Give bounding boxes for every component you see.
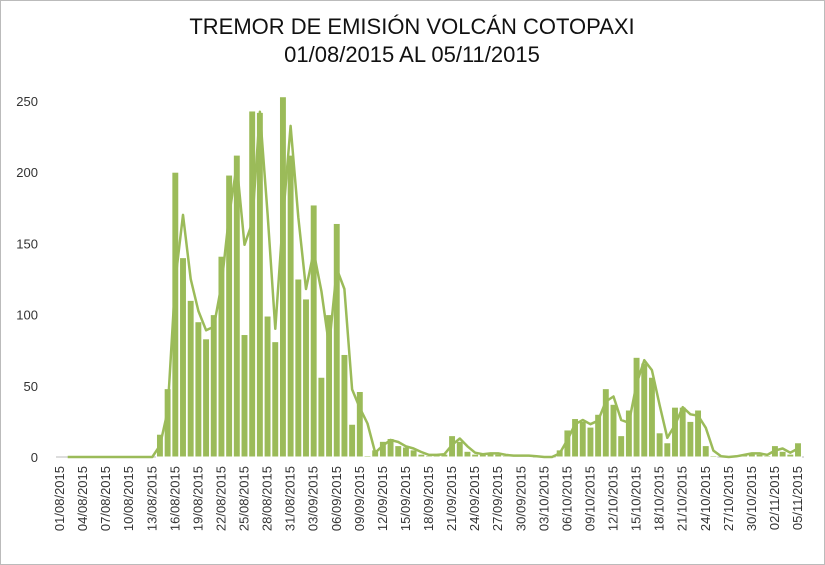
x-tick-label: 09/09/2015 xyxy=(352,466,367,531)
x-tick-label: 19/08/2015 xyxy=(190,466,205,531)
x-tick-label: 15/10/2015 xyxy=(629,466,644,531)
bar xyxy=(317,376,326,458)
x-tick-label: 15/09/2015 xyxy=(398,466,413,531)
bar xyxy=(601,388,610,458)
bar xyxy=(786,453,795,458)
x-tick-label: 21/09/2015 xyxy=(444,466,459,531)
bar xyxy=(217,255,226,458)
x-tick-label: 07/08/2015 xyxy=(98,466,113,531)
bar xyxy=(463,450,472,458)
bar xyxy=(694,409,703,458)
y-tick-label: 250 xyxy=(16,94,38,109)
x-tick-label: 02/11/2015 xyxy=(767,466,782,530)
bar xyxy=(778,450,787,458)
chart-subtitle: 01/08/2015 AL 05/11/2015 xyxy=(284,42,540,67)
x-tick-label: 06/09/2015 xyxy=(329,466,344,531)
x-tick-label: 10/08/2015 xyxy=(121,466,136,531)
bar xyxy=(609,403,618,458)
bar xyxy=(655,432,664,458)
bar xyxy=(240,334,249,458)
bar xyxy=(263,315,272,458)
x-tick-label: 18/09/2015 xyxy=(421,466,436,531)
bar xyxy=(171,171,180,458)
x-tick-label: 24/09/2015 xyxy=(467,466,482,531)
x-tick-label: 01/08/2015 xyxy=(52,466,67,531)
bar xyxy=(647,376,656,458)
bar xyxy=(394,445,403,458)
bar xyxy=(194,321,203,458)
y-tick-label: 50 xyxy=(24,379,38,394)
bar xyxy=(471,453,480,458)
bar xyxy=(355,390,364,458)
bar xyxy=(632,356,641,458)
x-tick-label: 31/08/2015 xyxy=(283,466,298,531)
bar xyxy=(586,426,595,458)
bar xyxy=(701,445,710,458)
x-tick-label: 18/10/2015 xyxy=(652,466,667,531)
bar xyxy=(332,222,341,458)
x-tick-label: 30/09/2015 xyxy=(513,466,528,531)
bar xyxy=(571,418,580,458)
bar xyxy=(417,453,426,458)
bar xyxy=(663,442,672,458)
bar xyxy=(640,362,649,458)
bar xyxy=(186,299,195,458)
x-tick-label: 25/08/2015 xyxy=(237,466,252,531)
bar xyxy=(386,437,395,458)
y-tick-label: 100 xyxy=(16,308,38,323)
bar xyxy=(232,154,241,458)
line xyxy=(67,110,799,459)
x-tick-label: 16/08/2015 xyxy=(167,466,182,531)
bar xyxy=(348,423,357,458)
x-tick-label: 28/08/2015 xyxy=(260,466,275,531)
bar xyxy=(709,455,718,458)
bar xyxy=(401,446,410,458)
y-tick-label: 200 xyxy=(16,165,38,180)
x-tick-label: 27/10/2015 xyxy=(721,466,736,531)
x-tick-label: 06/10/2015 xyxy=(559,466,574,531)
bar xyxy=(686,420,695,458)
bar xyxy=(271,341,280,458)
chart-title: TREMOR DE EMISIÓN VOLCÁN COTOPAXI xyxy=(189,14,634,39)
x-tick-label: 12/10/2015 xyxy=(606,466,621,531)
x-tick-label: 13/08/2015 xyxy=(144,466,159,531)
x-tick-label: 03/09/2015 xyxy=(306,466,321,531)
bar xyxy=(179,257,187,458)
bar xyxy=(340,353,349,458)
x-tick-label: 12/09/2015 xyxy=(375,466,390,531)
bar xyxy=(624,409,633,458)
bar xyxy=(278,96,287,458)
y-tick-label: 150 xyxy=(16,236,38,251)
bar xyxy=(209,314,218,458)
bar xyxy=(363,455,372,458)
x-tick-label: 30/10/2015 xyxy=(744,466,759,531)
x-tick-label: 04/08/2015 xyxy=(75,466,90,531)
bar xyxy=(563,429,572,458)
bar xyxy=(309,204,318,458)
y-tick-label: 0 xyxy=(31,450,38,465)
bar xyxy=(202,338,211,458)
x-tick-label: 27/09/2015 xyxy=(490,466,505,531)
x-tick-label: 24/10/2015 xyxy=(698,466,713,531)
x-tick-label: 03/10/2015 xyxy=(536,466,551,531)
x-tick-label: 05/11/2015 xyxy=(790,466,805,530)
bar xyxy=(617,435,626,458)
bar xyxy=(225,174,234,458)
bar xyxy=(302,298,310,458)
x-tick-label: 09/10/2015 xyxy=(582,466,597,531)
bar xyxy=(671,406,679,458)
bar xyxy=(455,440,464,458)
x-tick-label: 22/08/2015 xyxy=(213,466,228,531)
bar xyxy=(578,420,587,458)
bar xyxy=(294,278,303,458)
x-tick-label: 21/10/2015 xyxy=(675,466,690,531)
bar xyxy=(325,314,334,458)
bar xyxy=(248,110,257,458)
bar xyxy=(286,154,295,458)
bar xyxy=(594,413,603,458)
